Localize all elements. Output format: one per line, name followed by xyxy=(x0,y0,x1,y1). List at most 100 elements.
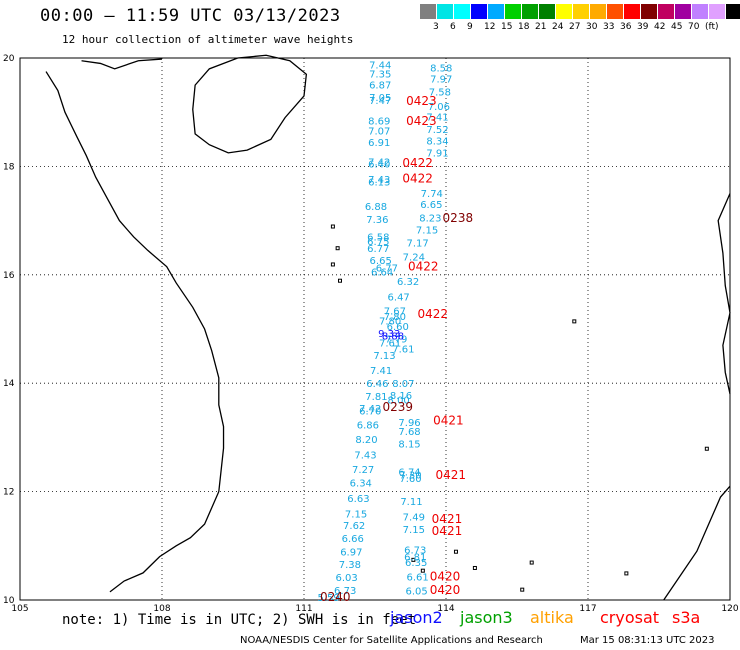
satellite-jason2: jason2 xyxy=(390,608,443,627)
colorbar-swatch xyxy=(624,4,641,19)
colorbar-swatch xyxy=(658,4,675,19)
swh-value-label: 6.86 xyxy=(357,421,379,432)
swh-value-label: 7.15 xyxy=(416,226,438,237)
swh-value-label: 6.63 xyxy=(347,494,369,505)
island-marker xyxy=(704,446,709,451)
pass-time-label: 0420 xyxy=(430,583,461,597)
pass-time-label: 0421 xyxy=(433,413,464,427)
pass-time-label: 0420 xyxy=(430,569,461,583)
swh-value-label: 7.68 xyxy=(398,427,420,438)
lat-tick-label: 14 xyxy=(3,379,15,389)
swh-value-label: 7.17 xyxy=(406,239,428,250)
satellite-s3a: s3a xyxy=(672,608,701,627)
swh-value-label: 7.42 xyxy=(368,157,390,168)
swh-value-label: 7.38 xyxy=(339,560,361,571)
pass-time-label: 0422 xyxy=(402,156,433,170)
swh-value-label: 8.23 xyxy=(419,214,441,225)
swh-value-label: 6.74 xyxy=(398,467,420,478)
colorbar-swatch xyxy=(607,4,624,19)
swh-value-label: 7.42 xyxy=(359,404,381,415)
colorbar-label: 9 xyxy=(467,22,473,32)
swh-value-label: 6.64 xyxy=(371,267,393,278)
swh-value-label: 6.03 xyxy=(335,573,357,584)
pass-time-label: 0422 xyxy=(402,172,433,186)
swh-value-label: 6.47 xyxy=(388,292,410,303)
swh-value-label: 6.73 xyxy=(404,545,426,556)
colorbar-label: 3 xyxy=(433,22,439,32)
swh-value-label: 7.15 xyxy=(345,510,367,521)
swh-value-label: 7.13 xyxy=(373,351,395,362)
pass-time-label-dark: 0238 xyxy=(443,211,474,225)
island-marker xyxy=(472,565,477,570)
colorbar-label: 27 xyxy=(569,22,581,32)
swh-value-label: 7.81 xyxy=(365,392,387,403)
swh-value-label: 7.43 xyxy=(368,175,390,186)
swh-value-label: 6.81 xyxy=(404,552,426,563)
colorbar-swatch xyxy=(539,4,556,19)
island-marker xyxy=(624,571,629,576)
pass-time-label: 0422 xyxy=(417,307,448,321)
swh-value-label: 7.41 xyxy=(370,366,392,377)
swh-value-label: 7.30 xyxy=(399,471,421,482)
satellite-altika: altika xyxy=(530,608,574,627)
lon-tick-label: 117 xyxy=(579,604,596,614)
swh-value-label: 7.43 xyxy=(354,451,376,462)
swh-value-label: 7.06 xyxy=(428,102,450,113)
satellite-cryosat: cryosat xyxy=(600,608,660,627)
colorbar-label: 12 xyxy=(484,22,496,32)
swh-value-label: 7.24 xyxy=(403,253,425,264)
swh-value-label: 7.07 xyxy=(368,126,390,137)
swh-value-label: 6.65 xyxy=(420,200,442,211)
swh-value-label: 6.05 xyxy=(406,587,428,598)
colorbar-swatch xyxy=(488,4,505,19)
colorbar-label: 18 xyxy=(518,22,530,32)
colorbar-label: 42 xyxy=(654,22,666,32)
swh-value-label: 7.61 xyxy=(392,344,414,355)
swh-value-label: 8.20 xyxy=(355,435,377,446)
swh-value-label: 8.07 xyxy=(392,379,414,390)
island-marker xyxy=(411,557,416,562)
island-marker xyxy=(330,262,335,267)
swh-value-label: 7.74 xyxy=(421,189,443,200)
island-marker xyxy=(529,560,534,565)
swh-value-label: 6.60 xyxy=(387,322,409,333)
lon-tick-label: 114 xyxy=(437,604,454,614)
swh-value-label: 8.58 xyxy=(430,64,452,75)
colorbar-label: 21 xyxy=(535,22,547,32)
coastline-vietnam xyxy=(45,71,225,593)
page-subtitle: 12 hour collection of altimeter wave hei… xyxy=(62,33,354,46)
colorbar-swatch xyxy=(590,4,607,19)
swh-value-label: 7.41 xyxy=(426,112,448,123)
colorbar-swatch xyxy=(505,4,522,19)
swh-value-label: 6.88 xyxy=(365,202,387,213)
swh-value-label: 7.47 xyxy=(369,96,391,107)
swh-value-label: 6.35 xyxy=(405,558,427,569)
swh-value-label: 7.60 xyxy=(399,474,421,485)
swh-value-label: 7.49 xyxy=(403,512,425,523)
swh-value-label: 7.27 xyxy=(352,465,374,476)
lat-tick-label: 20 xyxy=(3,54,15,64)
pass-time-label: 0423 xyxy=(406,114,437,128)
swh-value-label-jason2: 8.88 xyxy=(382,331,404,342)
swh-value-label: 7.80 xyxy=(384,312,406,323)
swh-value-label: 7.05 xyxy=(369,93,391,104)
colorbar-swatch xyxy=(556,4,573,19)
colorbar-swatch xyxy=(573,4,590,19)
colorbar-swatch xyxy=(675,4,692,19)
map-frame xyxy=(19,57,731,601)
swh-value-label: 8.16 xyxy=(390,391,412,402)
island-marker xyxy=(338,278,342,283)
island-marker xyxy=(335,246,340,251)
swh-value-label: 7.52 xyxy=(426,125,448,136)
island-marker xyxy=(453,549,458,554)
lon-tick-label: 120 xyxy=(721,604,738,614)
pass-time-label-dark: 0240 xyxy=(320,590,351,604)
lon-tick-label: 108 xyxy=(153,604,170,614)
swh-value-label: 7.80 xyxy=(379,317,401,328)
swh-value-label: 6.73 xyxy=(334,586,356,597)
colorbar xyxy=(420,4,740,20)
pass-time-label: 0422 xyxy=(408,259,439,273)
colorbar-swatch xyxy=(437,4,454,19)
swh-value-label: 6.77 xyxy=(376,264,398,275)
swh-value-label: 6.91 xyxy=(368,138,390,149)
